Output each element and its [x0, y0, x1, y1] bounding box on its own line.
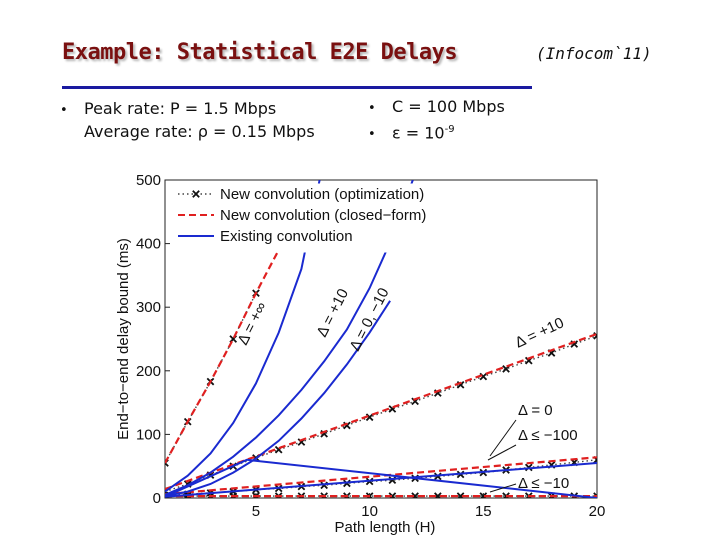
chart-legend: New convolution (optimization) New convol…: [171, 183, 453, 253]
curve-annotation: Δ = +10: [513, 314, 567, 351]
series-line: [165, 300, 391, 498]
curve-annotation: Δ = 0: [518, 402, 553, 419]
curve-annotation: Δ ≤ −10: [518, 475, 569, 492]
legend-marker: [192, 190, 200, 198]
bullet-dot: •: [60, 103, 68, 118]
y-tick-label: 200: [136, 363, 161, 380]
y-tick-label: 100: [136, 426, 161, 443]
legend-label: Existing convolution: [220, 228, 353, 245]
bullet-text: C = 100 Mbps: [392, 97, 505, 116]
plot-frame: [164, 179, 598, 499]
y-tick-label: 300: [136, 299, 161, 316]
bullet-list-rates: • Peak rate: P = 1.5 Mbps Average rate: …: [60, 98, 315, 142]
x-tick-label: 20: [589, 503, 606, 520]
x-axis-label: Path length (H): [335, 519, 436, 536]
bullet-epsilon: • ε = 10-9: [368, 119, 505, 145]
series-line: [165, 249, 280, 464]
bullet-list-params: • C = 100 Mbps • ε = 10-9: [368, 96, 505, 145]
y-axis-label: End−to−end delay bound (ms): [115, 238, 132, 440]
epsilon-exponent: -9: [444, 124, 455, 135]
annotation-leader: [487, 444, 517, 461]
chart-axes: 0 100 200 300 400 500 5 10 15 20 Path length (H) En…: [115, 172, 605, 536]
data-point-marker: [479, 492, 488, 498]
x-tick-label: 15: [475, 503, 492, 520]
title-underline: [62, 86, 532, 89]
data-point-marker: [411, 492, 419, 498]
bullet-peak-rate: • Peak rate: P = 1.5 Mbps: [60, 98, 315, 121]
bullet-dot: •: [368, 127, 376, 143]
bullet-text: ε = 10-9: [392, 119, 455, 143]
legend-box: [171, 183, 453, 253]
annotation-leader: [489, 483, 517, 493]
bullet-dot: •: [368, 101, 376, 116]
data-point-marker: [456, 492, 465, 498]
slide-title: Example: Statistical E2E Delays: [62, 40, 458, 65]
series-line: [165, 180, 321, 493]
chart-series: [165, 180, 597, 498]
series-line: [165, 456, 597, 496]
bullet-text: Peak rate: P = 1.5 Mbps: [84, 99, 277, 118]
data-point-marker: [593, 492, 597, 498]
legend-label: New convolution (closed−form): [220, 207, 426, 224]
legend-label: New convolution (optimization): [220, 186, 424, 203]
bullet-capacity: • C = 100 Mbps: [368, 96, 505, 119]
slide-citation: (Infocom`11): [536, 44, 652, 63]
data-point-marker: [365, 413, 374, 422]
x-tick-label: 10: [361, 503, 378, 520]
series-line: [165, 462, 597, 498]
y-tick-label: 500: [136, 172, 161, 189]
curve-annotation: Δ ≤ −100: [518, 427, 578, 444]
y-tick-label: 400: [136, 236, 161, 253]
epsilon-base: ε = 10: [392, 123, 445, 143]
bullet-average-rate: Average rate: ρ = 0.15 Mbps: [84, 122, 315, 141]
data-point-marker: [388, 492, 397, 498]
series-line: [165, 180, 414, 496]
data-point-marker: [434, 492, 442, 498]
annotation-leader: [489, 419, 517, 457]
series-line: [165, 458, 597, 498]
x-tick-label: 5: [252, 503, 260, 520]
y-tick-label: 0: [153, 490, 161, 507]
chart-annotations: Δ = +∞ Δ = +10Δ = 0, −10 Δ = +10Δ = 0Δ ≤ −…: [234, 285, 578, 493]
